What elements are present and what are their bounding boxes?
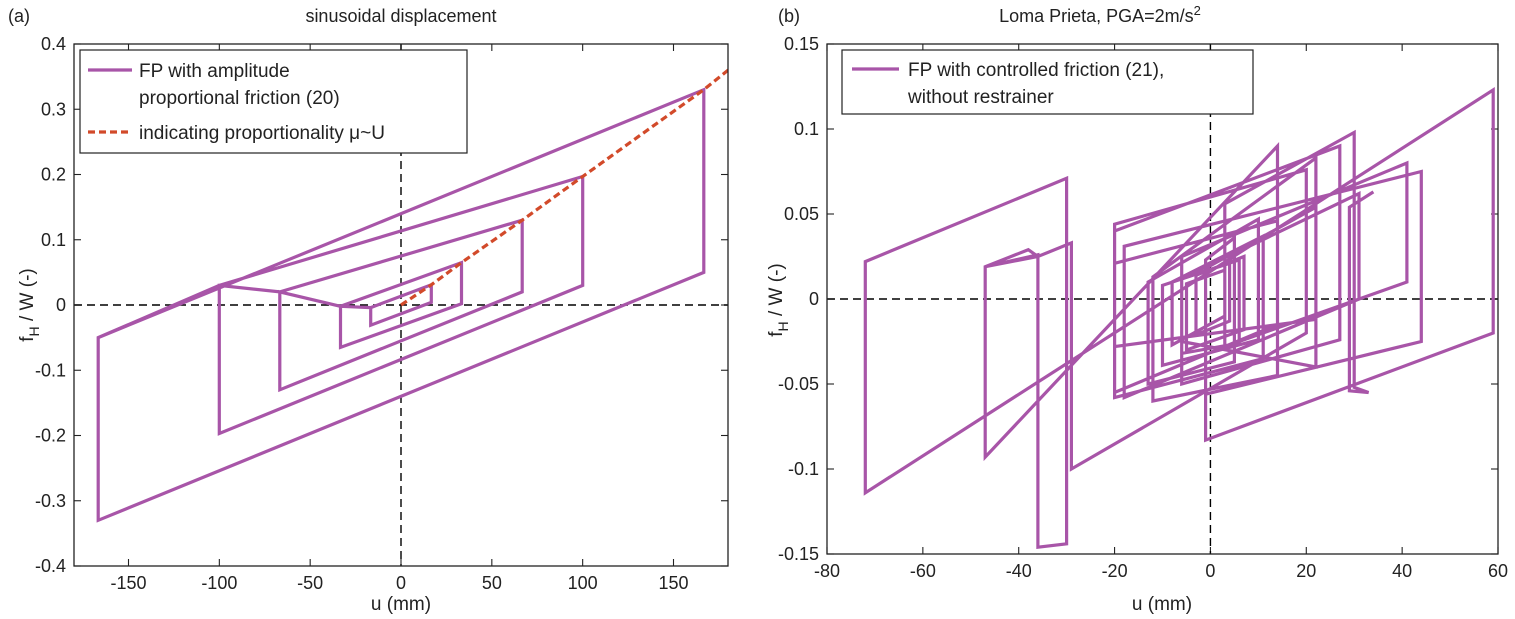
y-tick-label: -0.4 (35, 556, 66, 576)
series-layer (863, 86, 1495, 550)
x-tick-label: -150 (110, 573, 146, 593)
y-tick-label: -0.15 (778, 544, 819, 564)
zero-lines (827, 44, 1498, 554)
legend-label: without restrainer (907, 87, 1054, 108)
y-tick-label: 0.05 (784, 204, 819, 224)
y-axis-label-main: f (17, 336, 38, 342)
axes-frame (73, 43, 729, 567)
chart-title-superscript: 2 (1194, 3, 1201, 18)
y-tick-label: 0.1 (41, 230, 66, 250)
chart-title-main: Loma Prieta, PGA=2m/s (999, 6, 1194, 26)
y-axis-label: fH / W (-) (17, 268, 42, 341)
panel-label: (b) (778, 6, 800, 26)
y-tick-label: 0.1 (794, 119, 819, 139)
y-axis-label-main: f (766, 331, 787, 337)
y-tick-label: 0.4 (41, 34, 66, 54)
y-axis-label-rest: / W (-) (766, 263, 787, 321)
proportionality-line (400, 68, 728, 307)
y-tick-label: 0.15 (784, 34, 819, 54)
chart-panel-b: (b) Loma Prieta, PGA=2m/s2 -80 -60 -40 -20 0… (766, 3, 1508, 615)
hysteresis-curve (863, 86, 1495, 550)
series-layer (96, 68, 728, 523)
x-tick-label: 100 (568, 573, 598, 593)
x-tick-label: 60 (1488, 561, 1508, 581)
legend-label: indicating proportionality μ~U (139, 123, 385, 144)
x-axis-label: u (mm) (371, 594, 431, 615)
y-tick-label: -0.1 (788, 459, 819, 479)
x-tick-label: -60 (910, 561, 936, 581)
x-tick-label: -20 (1102, 561, 1128, 581)
y-tick-label: -0.1 (35, 360, 66, 380)
x-tick-label: -50 (297, 573, 323, 593)
y-tick-label: -0.2 (35, 426, 66, 446)
y-tick-label: 0 (56, 295, 66, 315)
x-tick-label: -80 (814, 561, 840, 581)
y-axis-label-sub: H (26, 326, 42, 336)
y-tick-label: 0.2 (41, 165, 66, 185)
y-tick-label: -0.05 (778, 374, 819, 394)
x-tick-label: 0 (1205, 561, 1215, 581)
x-tick-label: 50 (482, 573, 502, 593)
legend-label: FP with controlled friction (21), (908, 60, 1164, 81)
axes-frame (826, 43, 1499, 555)
x-axis-label: u (mm) (1132, 594, 1192, 615)
x-tick-label: -40 (1006, 561, 1032, 581)
x-tick-label: -100 (201, 573, 237, 593)
legend-label: FP with amplitude (139, 61, 290, 82)
x-tick-label: 0 (396, 573, 406, 593)
y-tick-label: 0.3 (41, 99, 66, 119)
chart-title: sinusoidal displacement (305, 6, 496, 26)
chart-panel-a: (a) sinusoidal displacement -150 -100 -50 0… (8, 6, 729, 615)
y-tick-label: -0.3 (35, 491, 66, 511)
legend-label: proportional friction (20) (139, 88, 340, 109)
tick-layer: -150 -100 -50 0 50 100 150 -0.4 -0.3 -0.2 -0.1 0 0.1… (35, 34, 728, 593)
legend: FP with controlled friction (21), withou… (841, 49, 1254, 115)
chart-title: Loma Prieta, PGA=2m/s2 (999, 3, 1201, 26)
x-tick-label: 20 (1296, 561, 1316, 581)
x-tick-label: 40 (1392, 561, 1412, 581)
legend-box (79, 49, 468, 154)
y-axis-label: fH / W (-) (766, 263, 791, 336)
hysteresis-curve (96, 87, 706, 523)
x-tick-label: 150 (658, 573, 688, 593)
legend-box (841, 49, 1254, 115)
y-tick-label: 0 (809, 289, 819, 309)
panel-label: (a) (8, 6, 30, 26)
y-axis-label-sub: H (775, 321, 791, 331)
y-axis-label-rest: / W (-) (17, 268, 38, 326)
legend: FP with amplitude proportional friction … (79, 49, 468, 154)
